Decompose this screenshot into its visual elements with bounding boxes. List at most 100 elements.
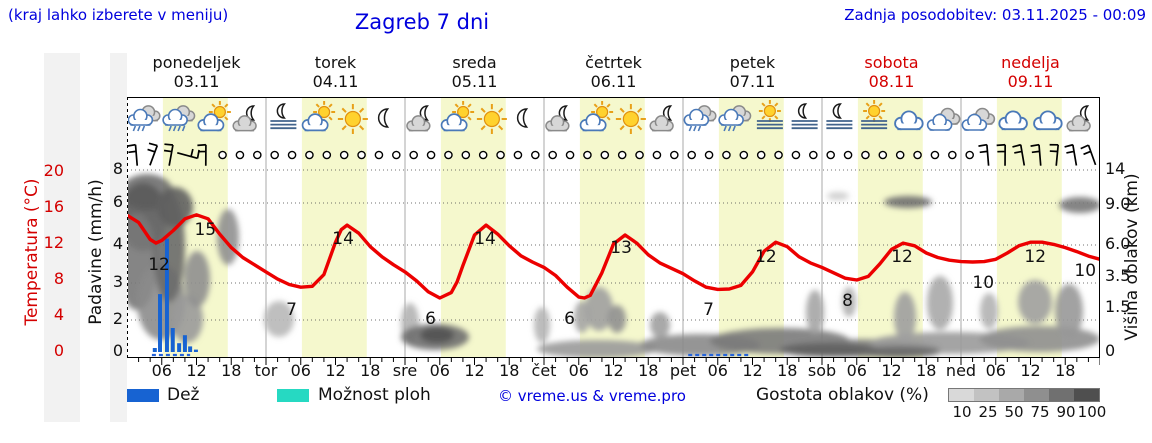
rain-tick: 8 — [112, 159, 123, 178]
day-header-name: sreda — [452, 53, 497, 72]
svg-text:14: 14 — [332, 229, 354, 249]
day-header-date: 08.11 — [868, 72, 915, 91]
sun-icon — [337, 104, 368, 134]
calm-wind-icon — [913, 150, 922, 160]
hour-label: 06 — [846, 361, 867, 380]
temp-tick: 12 — [43, 233, 64, 252]
hour-label: 18 — [638, 361, 659, 380]
calm-wind-icon — [809, 150, 818, 160]
shower-legend-swatch — [277, 389, 309, 402]
svg-text:14: 14 — [474, 229, 496, 249]
sun-cloud-icon — [440, 101, 475, 132]
svg-text:12: 12 — [755, 247, 777, 267]
hour-label: 12 — [603, 361, 624, 380]
calm-wind-icon — [965, 150, 974, 160]
rain-heavy-icon — [162, 105, 196, 132]
calm-wind-icon — [548, 150, 557, 160]
calm-wind-icon — [739, 150, 749, 160]
calm-wind-icon — [218, 150, 227, 160]
day-abbr-label: sre — [392, 361, 418, 380]
calm-wind-icon — [374, 150, 384, 160]
day-header-date: 04.11 — [312, 72, 359, 91]
sun-cloud-icon — [301, 101, 336, 132]
hour-label: 06 — [568, 361, 589, 380]
sun-icon — [615, 104, 646, 134]
cloud-density-scale — [948, 388, 1100, 402]
wind-barb-icon — [127, 143, 139, 166]
fog-moon-icon — [826, 103, 853, 130]
cloud-icon — [894, 110, 924, 131]
moon-icon — [377, 108, 390, 128]
calm-wind-icon — [496, 150, 505, 160]
hour-label: 12 — [464, 361, 485, 380]
svg-text:7: 7 — [703, 300, 714, 320]
wind-barb-icon — [197, 143, 207, 166]
calm-wind-icon — [583, 150, 592, 160]
wind-barb-icon — [147, 142, 159, 166]
calm-wind-icon — [339, 150, 349, 160]
cloud-scale-cell — [974, 389, 999, 401]
day-header-name: nedelja — [1001, 53, 1060, 72]
moon-icon — [516, 108, 529, 128]
hour-label: 18 — [777, 361, 798, 380]
moon-cloud-icon — [232, 105, 257, 132]
calm-wind-icon — [861, 150, 870, 160]
day-header-name: četrtek — [585, 53, 642, 72]
wind-barb-icon — [1049, 143, 1060, 166]
day-header-date: 05.11 — [451, 72, 498, 91]
cloud-height-tick: 1.5 — [1105, 297, 1131, 316]
moon-cloud-icon — [1066, 105, 1091, 132]
cloud-icon — [1033, 110, 1063, 131]
calm-wind-icon — [791, 150, 801, 160]
temp-tick: 8 — [53, 269, 64, 288]
cloud-height-tick: 9.0 — [1105, 194, 1131, 213]
calm-wind-icon — [461, 150, 471, 160]
rain-icon — [683, 105, 717, 132]
copyright-link[interactable]: © vreme.us & vreme.pro — [498, 387, 686, 405]
hour-label: 06 — [429, 361, 450, 380]
cloud-scale-cell — [1024, 389, 1049, 401]
cloud-gray-icon — [926, 107, 961, 131]
calm-wind-icon — [670, 150, 679, 160]
day-header-name: ponedeljek — [152, 53, 241, 72]
calm-wind-icon — [687, 150, 696, 160]
hour-label: 12 — [325, 361, 346, 380]
cloud-height-tick: 6.0 — [1105, 234, 1131, 253]
cloud-density-label: Gostota oblakov (%) — [756, 385, 929, 405]
x-axis-ticks — [138, 358, 1100, 365]
cloud-icon — [998, 110, 1028, 131]
hour-label: 06 — [290, 361, 311, 380]
calm-wind-icon — [635, 150, 644, 160]
hour-label: 18 — [1055, 361, 1076, 380]
svg-text:6: 6 — [564, 309, 575, 329]
day-header-date: 03.11 — [173, 72, 220, 91]
sun-cloud-icon — [197, 101, 231, 132]
cloud-height-tick: 3.5 — [1105, 266, 1131, 285]
calm-wind-icon — [600, 150, 610, 160]
cloud-scale-value: 10 — [952, 403, 972, 421]
calm-wind-icon — [426, 150, 436, 160]
day-header-name: torek — [314, 53, 357, 72]
svg-text:13: 13 — [610, 238, 632, 258]
rain-legend-swatch — [127, 389, 159, 402]
calm-wind-icon — [565, 150, 575, 160]
calm-wind-icon — [513, 150, 523, 160]
rain-tick: 0 — [112, 341, 123, 360]
svg-text:8: 8 — [842, 291, 853, 311]
hour-label: 06 — [985, 361, 1006, 380]
day-header-date: 09.11 — [1007, 72, 1054, 91]
rain-tick: 3 — [112, 272, 123, 291]
calm-wind-icon — [305, 150, 314, 160]
day-abbr-label: sob — [807, 361, 837, 380]
day-abbr-label: ned — [945, 361, 977, 380]
calm-wind-icon — [478, 150, 488, 160]
menu-hint-text: (kraj lahko izberete v meniju) — [8, 6, 229, 24]
svg-text:12: 12 — [891, 247, 913, 267]
hour-label: 12 — [1020, 361, 1041, 380]
calm-wind-icon — [287, 150, 297, 160]
last-update-text: Zadnja posodobitev: 03.11.2025 - 00:09 — [844, 6, 1146, 24]
day-header-date: 06.11 — [590, 72, 637, 91]
temp-tick: 16 — [43, 197, 64, 216]
hour-label: 12 — [742, 361, 763, 380]
